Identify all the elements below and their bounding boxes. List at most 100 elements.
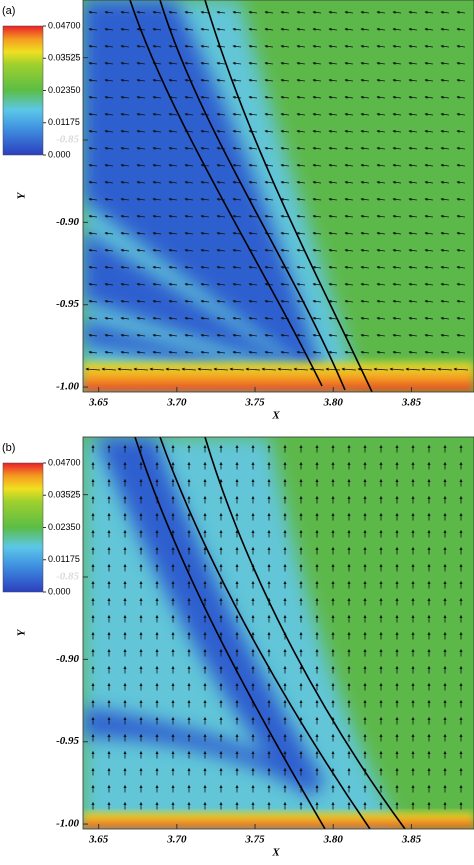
vector-arrow: [104, 214, 114, 218]
vector-arrow: [376, 61, 386, 65]
vector-arrow: [216, 10, 226, 14]
vector-arrow: [424, 146, 434, 150]
vector-arrow: [280, 95, 290, 99]
vector-arrow: [88, 248, 98, 252]
vector-arrow: [104, 95, 114, 99]
streamline: [134, 437, 326, 829]
vector-arrow: [360, 146, 370, 150]
vector-arrow: [424, 333, 434, 337]
vector-arrow: [168, 197, 178, 201]
vector-arrow: [120, 265, 130, 269]
vector-arrow: [168, 316, 178, 320]
vector-arrow: [120, 112, 130, 116]
vector-arrow: [168, 146, 178, 150]
y-tick-label: -0.90: [56, 216, 79, 228]
vector-arrow: [408, 112, 418, 116]
vector-arrow: [200, 112, 210, 116]
vector-arrow: [456, 129, 466, 133]
vector-arrow: [408, 282, 418, 286]
vector-arrow: [168, 180, 178, 184]
vector-arrow: [152, 129, 162, 133]
vector-arrow: [229, 367, 245, 371]
x-tick-label: 3.70: [166, 834, 187, 846]
vector-arrow: [104, 197, 114, 201]
x-tick-label: 3.80: [323, 834, 344, 846]
vector-arrow: [328, 231, 338, 235]
vector-arrow: [456, 197, 466, 201]
vector-arrow: [456, 163, 466, 167]
vector-arrow: [136, 299, 146, 303]
colorbar-tick-label: 0.01175: [48, 554, 80, 564]
vector-arrow: [312, 350, 322, 354]
vector-arrow: [440, 265, 450, 269]
vector-arrow: [168, 214, 178, 218]
vector-arrow: [440, 27, 450, 31]
vector-arrow: [392, 112, 402, 116]
vector-arrow: [104, 350, 114, 354]
vector-arrow: [373, 367, 389, 371]
vector-arrow: [392, 27, 402, 31]
vector-arrow: [440, 248, 450, 252]
colorbar-tick-label: 0.03525: [48, 53, 81, 63]
vector-arrow: [248, 27, 258, 31]
vector-arrow: [344, 333, 354, 337]
vector-arrow: [360, 163, 370, 167]
vector-arrow: [245, 367, 261, 371]
vector-arrow: [232, 78, 242, 82]
vector-arrow: [149, 367, 165, 371]
x-tick-label: 3.80: [323, 397, 344, 409]
vector-arrow: [136, 316, 146, 320]
vector-arrow: [392, 180, 402, 184]
vector-arrow: [216, 333, 226, 337]
vector-arrow: [392, 350, 402, 354]
vector-arrow: [152, 180, 162, 184]
vector-arrow: [88, 214, 98, 218]
vector-arrow: [232, 282, 242, 286]
vector-arrow: [184, 282, 194, 286]
vector-arrow: [152, 146, 162, 150]
vector-arrow: [152, 350, 162, 354]
vector-arrow: [280, 10, 290, 14]
vector-arrow: [360, 299, 370, 303]
vector-arrow: [440, 333, 450, 337]
streamline: [129, 0, 323, 387]
vector-arrow: [104, 10, 114, 14]
vector-arrow: [152, 265, 162, 269]
y-tick-label: -0.90: [56, 653, 79, 665]
vector-arrow: [248, 231, 258, 235]
vector-arrow: [184, 197, 194, 201]
field-high: [83, 362, 474, 392]
vector-arrow: [280, 146, 290, 150]
vector-arrow: [344, 265, 354, 269]
vector-arrow: [328, 316, 338, 320]
vector-arrow: [248, 78, 258, 82]
vector-arrow: [277, 367, 293, 371]
vector-arrow: [200, 197, 210, 201]
vector-arrow: [216, 44, 226, 48]
vector-arrow: [408, 10, 418, 14]
vector-arrow: [232, 61, 242, 65]
vector-arrow: [168, 10, 178, 14]
vector-arrow: [88, 231, 98, 235]
vector-arrow: [232, 333, 242, 337]
vector-arrow: [280, 112, 290, 116]
vector-arrow: [152, 27, 162, 31]
vector-arrow: [280, 61, 290, 65]
y-tick-label: -1.00: [56, 818, 79, 830]
vector-arrow: [232, 95, 242, 99]
y-tick-label: -1.00: [56, 381, 79, 393]
vector-arrow: [184, 112, 194, 116]
vector-arrow: [232, 231, 242, 235]
vector-arrow: [424, 316, 434, 320]
vector-arrow: [376, 214, 386, 218]
vector-arrow: [264, 180, 274, 184]
vector-arrow: [168, 265, 178, 269]
vector-arrow: [136, 163, 146, 167]
vector-arrow: [408, 44, 418, 48]
vector-arrow: [312, 95, 322, 99]
vector-arrow: [344, 78, 354, 82]
vector-arrow: [264, 10, 274, 14]
vector-arrow: [328, 197, 338, 201]
vector-arrow: [456, 333, 466, 337]
vector-arrow: [440, 180, 450, 184]
